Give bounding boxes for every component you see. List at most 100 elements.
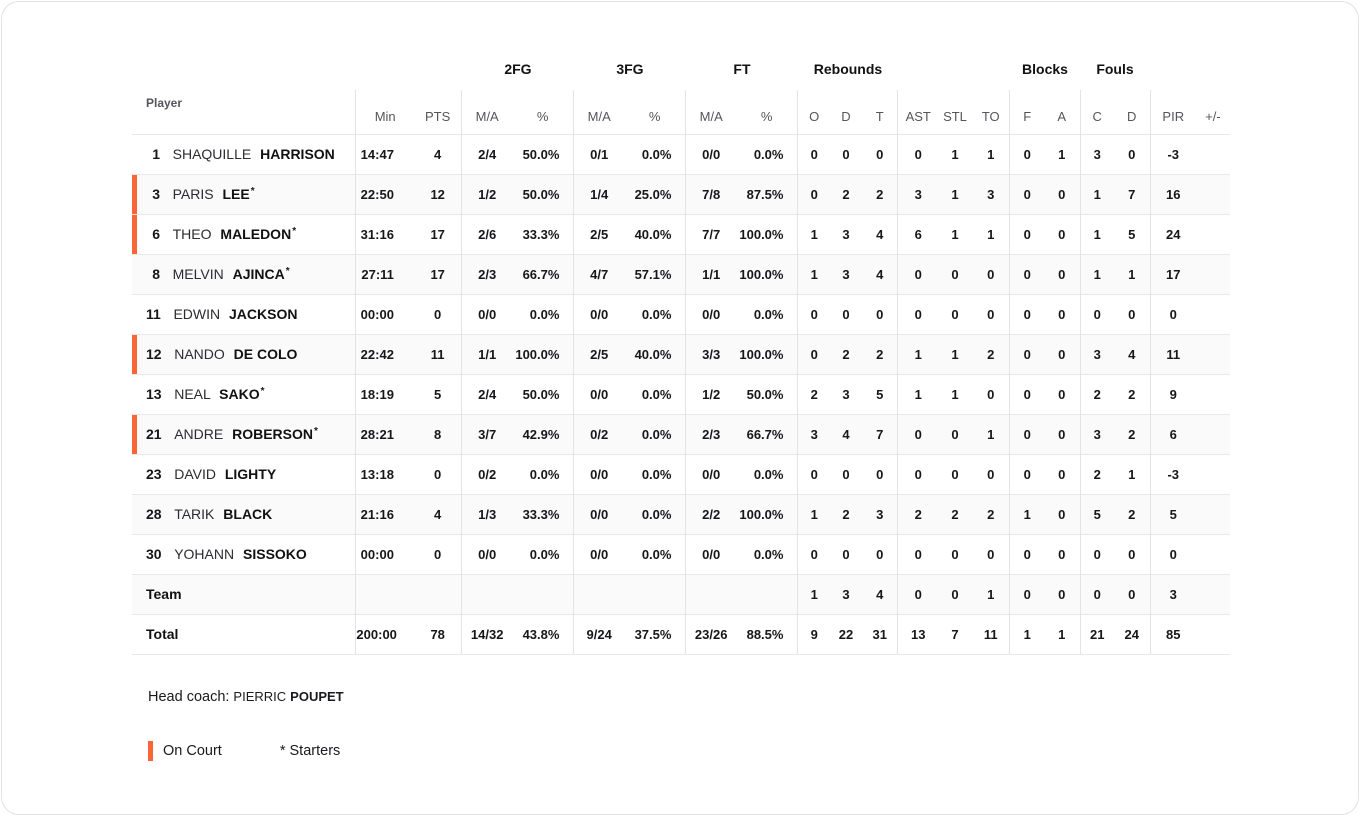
stat-cell: 6: [1149, 413, 1196, 454]
stat-cell: 0: [937, 293, 972, 334]
stat-cell: 0.0%: [511, 533, 574, 574]
stat-cell: 0: [797, 133, 830, 174]
group-header-rebounds: Rebounds: [813, 61, 883, 77]
stat-cell: 0/2: [461, 453, 512, 494]
stat-cell: 4: [1114, 333, 1150, 374]
stat-cell: 3: [829, 373, 862, 414]
stat-cell: 0.0%: [735, 133, 798, 174]
stat-cell: 7/8: [685, 173, 736, 214]
stat-cell: 11: [1149, 333, 1196, 374]
stat-cell: 1: [937, 333, 972, 374]
stat-cell: 40.0%: [623, 213, 686, 254]
on-court-indicator: [132, 214, 137, 254]
stat-cell: 9/24: [573, 613, 624, 655]
stat-cell: [1196, 333, 1230, 374]
stat-cell: 2/5: [573, 333, 624, 374]
stat-cell: 1/4: [573, 173, 624, 214]
stat-cell: 2/6: [461, 213, 512, 254]
table-row: 13 NEAL SAKO* 18:19 5 2/4 50.0% 0/0 0.0% 1/2 50…: [132, 373, 1230, 414]
starter-mark: *: [292, 225, 297, 237]
stat-cell: 6: [897, 213, 938, 254]
player-last-name: LEE: [222, 186, 250, 203]
stat-cell: 3: [1149, 573, 1196, 614]
column-header-min: Min: [355, 90, 414, 134]
stat-cell: 66.7%: [511, 253, 574, 294]
stat-cell: 2: [937, 493, 972, 534]
stat-cell: 4: [861, 213, 898, 254]
stat-cell: 2: [1079, 453, 1114, 494]
stat-cell: 1/2: [685, 373, 736, 414]
player-name: TARIK BLACK: [174, 506, 273, 522]
stat-cell: 0: [1009, 173, 1044, 214]
jersey-number: 1: [152, 146, 160, 163]
jersey-number: 12: [146, 346, 162, 363]
stat-cell: 3: [897, 173, 938, 214]
column-header-ast: AST: [897, 90, 938, 134]
stat-cell: 2: [1079, 373, 1114, 414]
stat-cell: 1: [797, 493, 830, 534]
stat-cell: 0: [897, 573, 938, 614]
stat-cell: [1196, 253, 1230, 294]
stat-cell: 0: [971, 533, 1010, 574]
group-header-ft: FT: [733, 61, 751, 77]
column-header-reb-d: D: [841, 108, 851, 124]
stat-cell: 0: [797, 533, 830, 574]
column-header-ft-pct: %: [760, 108, 773, 124]
stat-cell: 4/7: [573, 253, 624, 294]
stat-cell: 0: [1114, 573, 1150, 614]
player-name: Total: [146, 626, 178, 642]
table-row: 6 THEO MALEDON* 31:16 17 2/6 33.3% 2/5 40.0% 7…: [132, 213, 1230, 254]
stat-cell: 00:00: [355, 533, 414, 574]
player-first-name: MELVIN: [172, 266, 228, 283]
stat-cell: 0: [897, 533, 938, 574]
stat-cell: 24: [1114, 613, 1150, 655]
player-name: YOHANN SISSOKO: [174, 546, 308, 562]
stat-cell: 2/2: [685, 493, 736, 534]
stat-cell: 2: [861, 173, 898, 214]
player-first-name: SHAQUILLE: [172, 146, 256, 163]
group-header-spacer: [356, 48, 462, 90]
stat-cell: 22: [829, 613, 862, 655]
stat-cell: 0/0: [461, 293, 512, 334]
legend: On Court * Starters: [148, 740, 1230, 761]
stat-cell: 1: [937, 133, 972, 174]
jersey-number: 11: [146, 306, 161, 323]
column-header-2fg-pct: %: [536, 108, 549, 124]
stat-cell: 100.0%: [735, 493, 798, 534]
stat-cell: 0: [861, 453, 898, 494]
stat-cell: 0: [897, 453, 938, 494]
stat-cell: 5: [1079, 493, 1114, 534]
head-coach-label: Head coach:: [148, 688, 230, 705]
stat-cell: 100.0%: [735, 333, 798, 374]
stat-cell: 2/3: [461, 253, 512, 294]
stat-cell: 50.0%: [511, 173, 574, 214]
stat-cell: 1: [971, 213, 1010, 254]
stat-cell: 0.0%: [623, 413, 686, 454]
stat-cell: 0: [861, 533, 898, 574]
on-court-indicator: [132, 174, 137, 214]
player-first-name: DAVID: [174, 466, 220, 483]
stat-cell: 21:16: [355, 493, 414, 534]
stat-cell: 0.0%: [623, 533, 686, 574]
stat-cell: [413, 573, 462, 614]
stat-cell: 1/2: [461, 173, 512, 214]
player-cell: 1 SHAQUILLE HARRISON: [132, 133, 356, 174]
group-header-blocks: Blocks: [1022, 61, 1068, 77]
stat-cell: 37.5%: [623, 613, 686, 655]
stat-cell: [1196, 373, 1230, 414]
stat-cell: 0: [1043, 373, 1080, 414]
column-header-stl: STL: [943, 108, 967, 124]
jersey-number: 28: [146, 506, 162, 523]
stat-cell: [573, 573, 624, 614]
stat-cell: 0/0: [685, 293, 736, 334]
stat-cell: 14/32: [461, 613, 512, 655]
stat-cell: 0: [1009, 333, 1044, 374]
on-court-indicator: [132, 334, 137, 374]
player-first-name: NANDO: [174, 346, 229, 363]
stat-cell: 3: [1079, 333, 1114, 374]
stat-cell: 3/7: [461, 413, 512, 454]
stat-cell: 88.5%: [735, 613, 798, 655]
stat-cell: 4: [861, 253, 898, 294]
stat-cell: 0.0%: [623, 133, 686, 174]
